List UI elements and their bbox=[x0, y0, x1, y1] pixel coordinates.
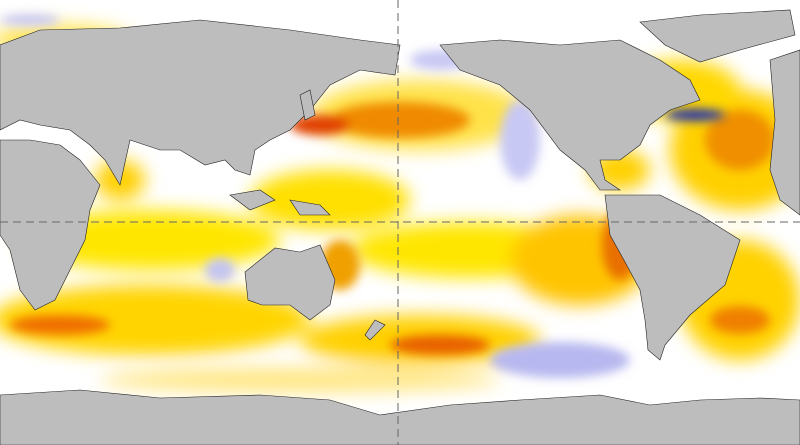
japan bbox=[299, 89, 316, 121]
greenland bbox=[639, 9, 796, 63]
land bbox=[0, 9, 800, 445]
warm-anomalies bbox=[0, 25, 800, 392]
indonesia bbox=[229, 189, 276, 211]
cool-anomalies bbox=[0, 14, 725, 378]
africa bbox=[0, 139, 101, 311]
australia bbox=[244, 244, 336, 321]
europe-africa-east bbox=[769, 49, 800, 216]
new-zealand bbox=[364, 319, 386, 341]
south-america bbox=[604, 194, 741, 361]
eurasia bbox=[0, 19, 401, 186]
north-america bbox=[439, 39, 701, 191]
antarctica bbox=[0, 389, 800, 445]
new-guinea bbox=[289, 199, 331, 216]
